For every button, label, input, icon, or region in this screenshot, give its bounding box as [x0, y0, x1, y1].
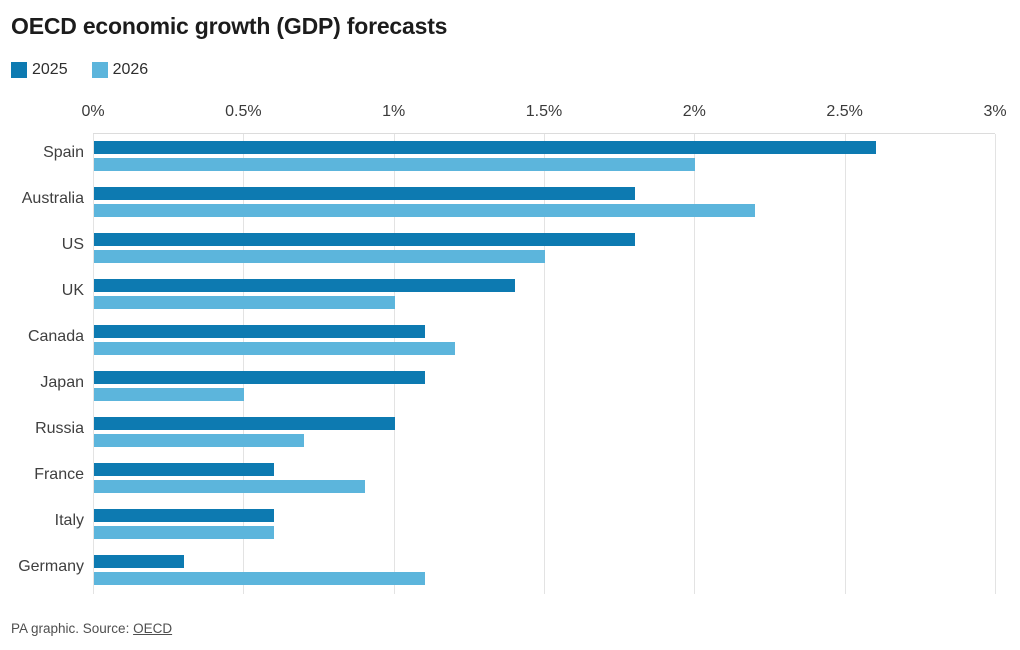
bar-2025-russia: [94, 417, 395, 430]
bar-group-italy: Italy: [55, 502, 995, 548]
gridline-0%: [93, 134, 94, 594]
bar-group-japan: Japan: [40, 364, 995, 410]
x-tick-label-0%: 0%: [81, 103, 105, 120]
bar-2026-australia: [94, 204, 756, 217]
x-tick-label-2.5%: 2.5%: [826, 103, 863, 120]
legend-item-2026: 2026: [91, 61, 149, 79]
category-label-france: France: [34, 466, 84, 483]
gridline-2%: [694, 134, 696, 594]
category-label-australia: Australia: [21, 190, 84, 207]
gridline-1%: [393, 134, 395, 594]
bar-2026-spain: [94, 158, 696, 171]
bar-2026-russia: [94, 434, 305, 447]
bar-2026-canada: [94, 342, 455, 355]
bar-2025-germany: [94, 555, 185, 568]
gridline-2.5%: [844, 134, 846, 594]
bar-2025-italy: [94, 509, 275, 522]
category-label-italy: Italy: [54, 512, 84, 529]
bar-2026-uk: [94, 296, 395, 309]
x-tick-label-3%: 3%: [983, 103, 1007, 120]
bar-2025-canada: [94, 325, 425, 338]
legend-swatch-2026: [91, 62, 108, 78]
bar-2025-france: [94, 463, 275, 476]
legend: 2025 2026: [11, 61, 148, 79]
bar-group-spain: Spain: [43, 134, 995, 180]
bar-2025-us: [94, 233, 636, 246]
bar-2026-germany: [94, 572, 425, 585]
bar-2025-spain: [94, 141, 876, 154]
legend-label-2025: 2025: [32, 61, 68, 78]
bar-2026-japan: [94, 388, 245, 401]
category-label-canada: Canada: [27, 328, 84, 345]
bar-2025-australia: [94, 187, 636, 200]
chart-title: OECD economic growth (GDP) forecasts: [11, 13, 448, 39]
bar-group-australia: Australia: [22, 180, 995, 226]
bar-2026-us: [94, 250, 545, 263]
x-tick-label-0.5%: 0.5%: [225, 103, 262, 120]
bar-group-france: France: [34, 456, 995, 502]
bar-2025-japan: [94, 371, 425, 384]
gridline-1.5%: [544, 134, 545, 594]
gridline-3%: [995, 134, 996, 594]
source-link-oecd[interactable]: OECD: [133, 621, 173, 636]
legend-label-2026: 2026: [112, 61, 149, 78]
bar-group-uk: UK: [62, 272, 995, 318]
source-note: PA graphic. Source: OECD: [11, 621, 172, 636]
bar-2026-france: [94, 480, 365, 493]
x-tick-label-1%: 1%: [382, 103, 406, 120]
bar-group-canada: Canada: [28, 318, 995, 364]
bar-group-us: US: [62, 226, 995, 272]
bar-chart: 0% 0.5% 1% 1.5% 2% 2.5% 3% Spain Australia US UK Ca…: [18, 103, 1007, 594]
category-label-germany: Germany: [18, 558, 84, 575]
bar-2025-uk: [94, 279, 515, 292]
category-label-spain: Spain: [43, 144, 84, 161]
source-prefix: PA graphic. Source:: [11, 621, 134, 636]
category-label-us: US: [61, 236, 84, 253]
bar-group-russia: Russia: [35, 410, 995, 456]
legend-swatch-2025: [11, 62, 27, 78]
x-tick-label-1.5%: 1.5%: [525, 103, 563, 120]
gridline-0.5%: [243, 134, 245, 594]
category-label-japan: Japan: [40, 374, 84, 391]
legend-item-2025: 2025: [11, 61, 68, 79]
bar-2026-italy: [94, 526, 275, 539]
category-label-uk: UK: [61, 282, 84, 299]
x-tick-label-2%: 2%: [682, 103, 706, 120]
bar-group-germany: Germany: [18, 548, 995, 594]
category-label-russia: Russia: [35, 420, 84, 437]
